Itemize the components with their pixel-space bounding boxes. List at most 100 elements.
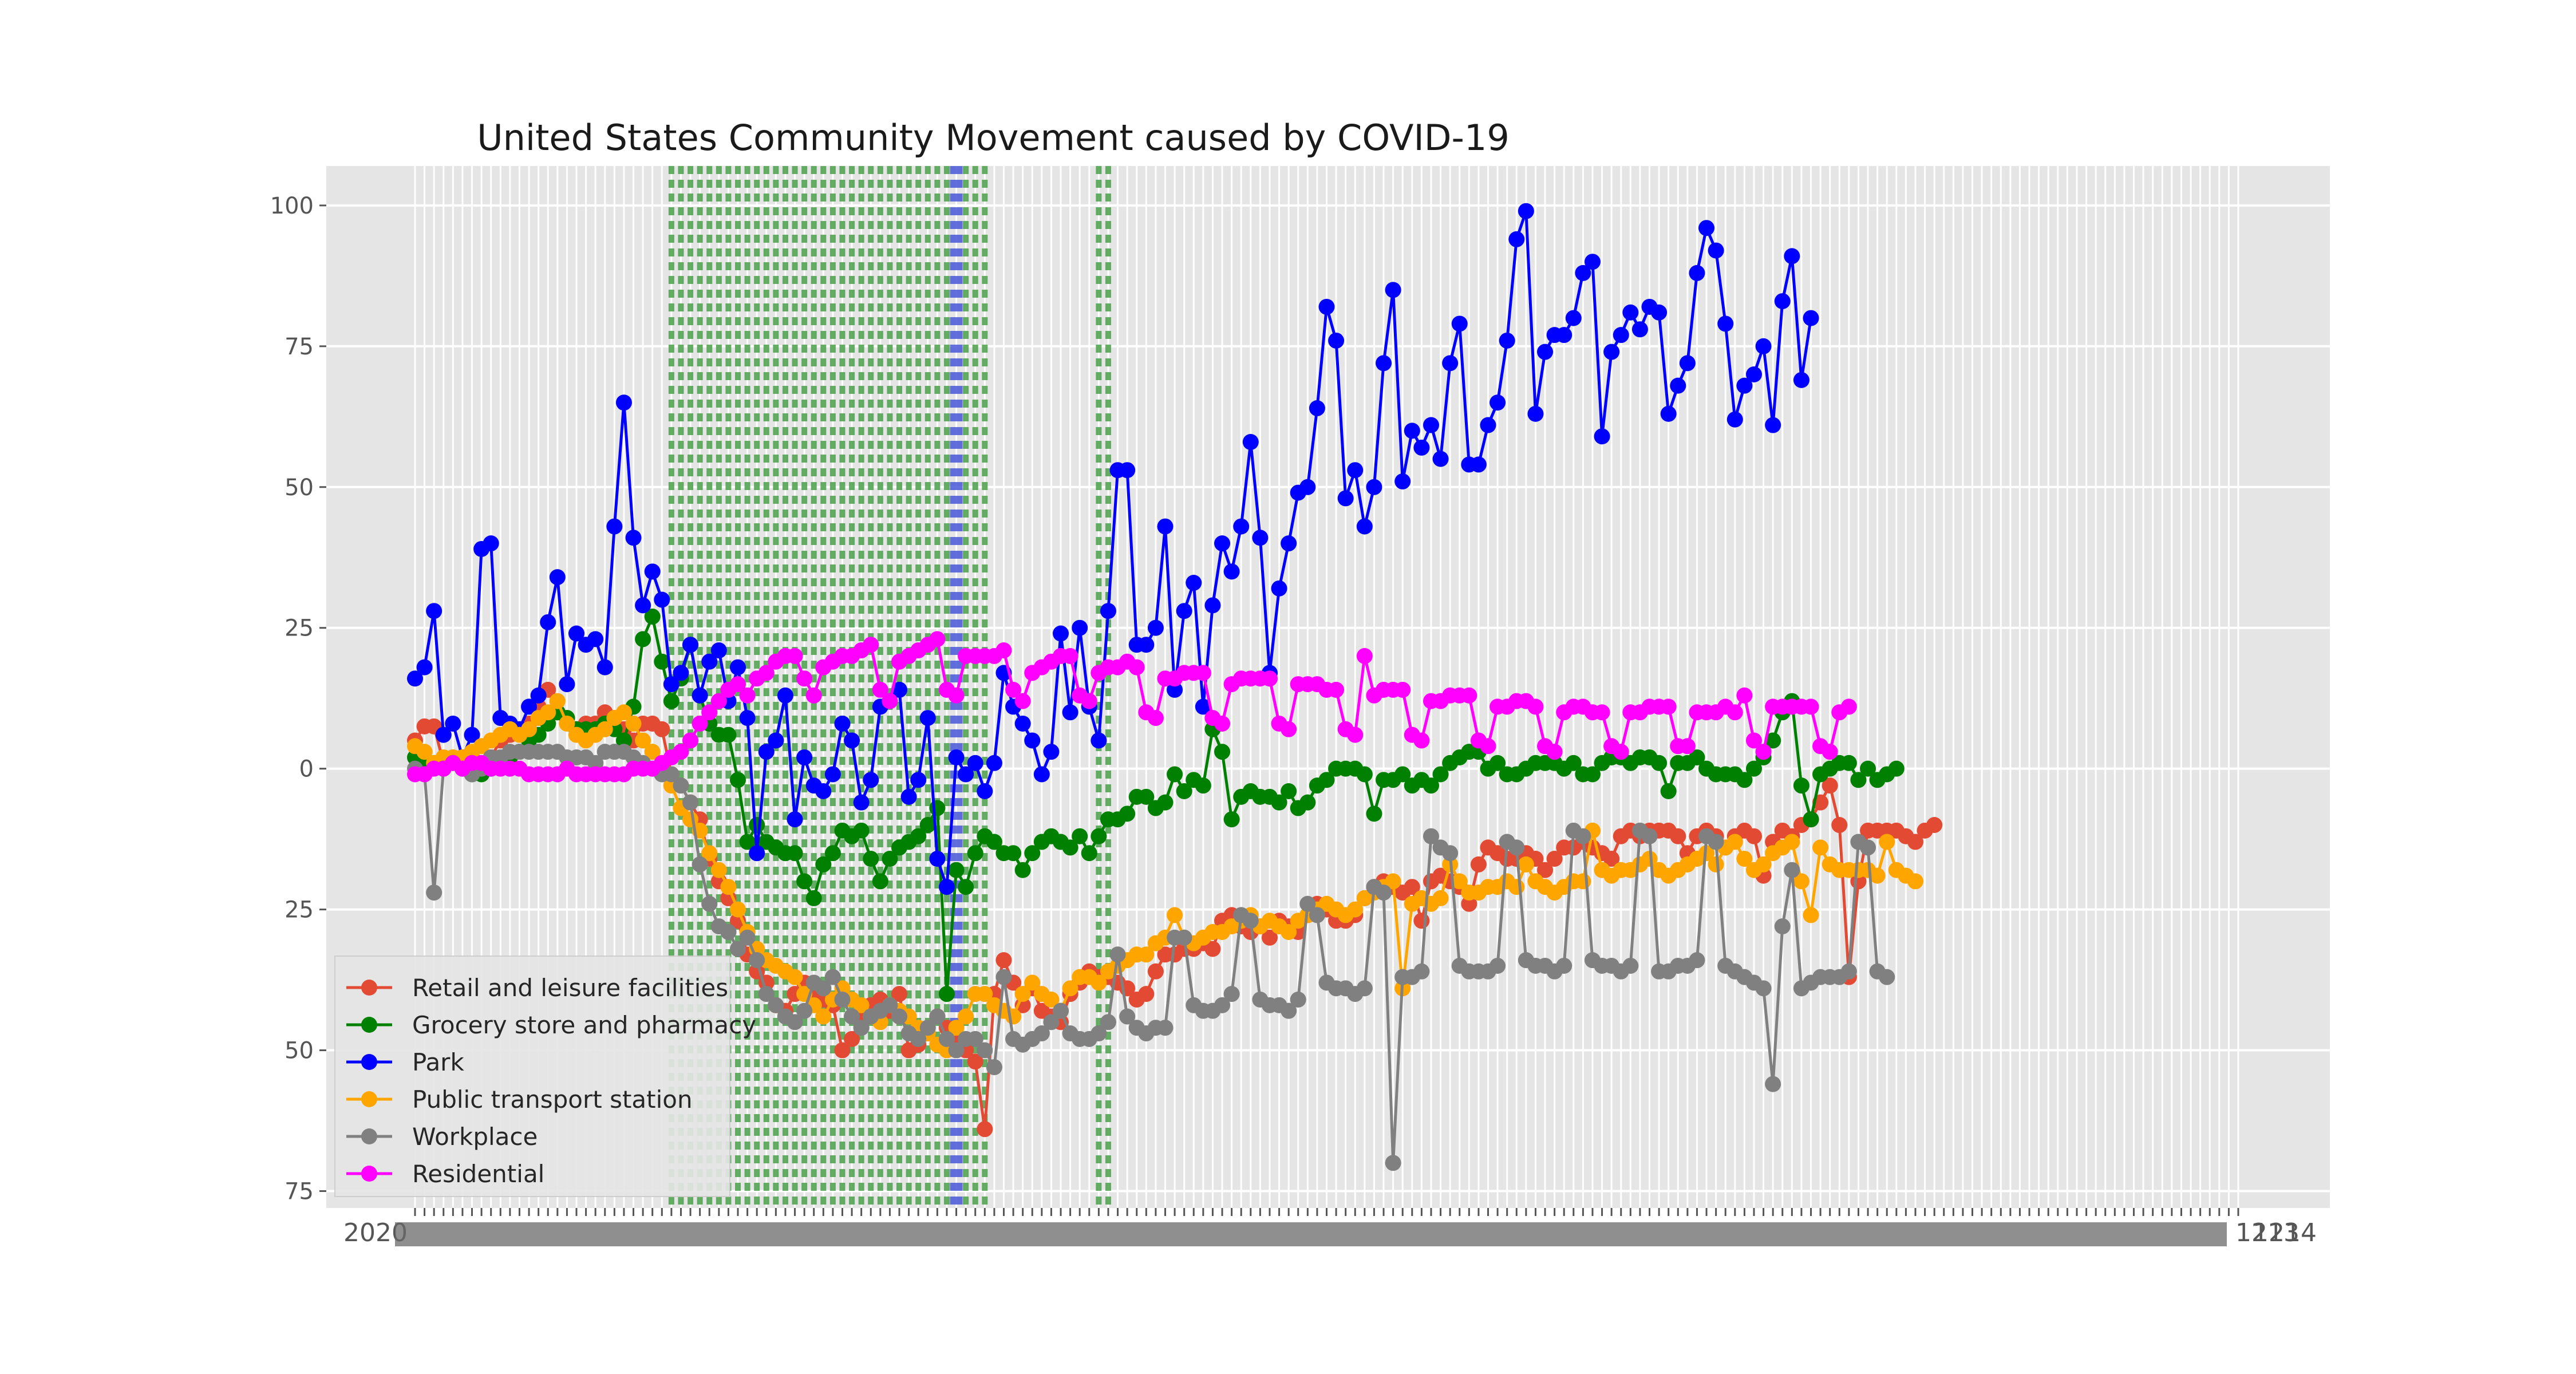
data-point [1376,885,1392,901]
data-point [673,744,689,760]
data-point [1726,834,1743,850]
data-point [1043,1014,1060,1030]
data-point [910,828,927,844]
data-point [986,755,1002,771]
data-point [1223,811,1240,828]
data-point [1784,862,1800,878]
data-point [1451,873,1468,890]
data-point [1394,766,1411,783]
data-point [1033,1025,1050,1042]
data-point [1888,760,1905,777]
y-tick-label: 75 [285,1178,314,1205]
data-point [568,625,585,642]
data-point [1195,665,1211,681]
data-point [1641,828,1658,844]
legend-marker [361,1128,377,1144]
data-point [1176,783,1192,799]
data-point [1755,338,1772,354]
data-point [948,1020,965,1036]
data-point [1840,963,1857,980]
data-point [1204,597,1221,614]
data-point [1774,293,1791,310]
x-tick-label-end: 1214 [2253,1218,2317,1247]
data-point [540,614,556,630]
data-point [1356,647,1373,664]
data-point [1119,1008,1136,1025]
data-point [891,1008,908,1025]
data-point [1385,873,1401,890]
legend: Retail and leisure facilities Grocery sto… [334,956,756,1197]
data-point [1651,755,1668,771]
data-point [749,952,765,969]
data-point [1584,254,1601,270]
data-point [615,704,632,721]
data-point [692,856,708,872]
data-point [644,744,661,760]
data-point [1822,777,1838,794]
data-point [1233,518,1250,535]
data-point [1242,434,1259,451]
data-point [1869,867,1886,884]
data-point [1660,698,1677,715]
data-point [540,704,556,721]
data-point [1565,310,1582,326]
data-point [1793,873,1809,890]
data-point [1736,377,1753,394]
data-point [1745,760,1762,777]
data-point [549,693,566,709]
data-point [1774,918,1791,935]
data-point [1413,913,1430,929]
data-point [796,670,813,687]
data-point [796,1002,813,1019]
data-point [1594,704,1610,721]
data-point [919,817,936,834]
y-tick-label: 50 [285,475,314,501]
data-point [1053,1002,1069,1019]
data-point [882,997,898,1013]
data-point [768,732,784,749]
data-point [853,794,870,811]
data-point [1594,428,1610,445]
data-point [1679,355,1696,372]
legend-label: Workplace [412,1123,538,1151]
data-point [900,788,917,805]
data-point [749,845,765,862]
data-point [692,715,708,732]
data-point [958,766,974,783]
data-point [739,687,756,704]
data-point [701,653,718,670]
data-point [1281,535,1297,552]
data-point [844,1008,860,1025]
data-point [710,642,727,659]
data-point [673,777,689,794]
data-point [416,744,433,760]
data-point [1461,895,1477,912]
data-point [1708,242,1724,259]
data-point [1413,732,1430,749]
data-point [1147,619,1164,636]
data-point [663,766,679,783]
data-point [1631,321,1648,338]
data-point [596,721,613,737]
data-point [1755,744,1772,760]
data-point [1537,344,1554,360]
data-point [587,631,604,647]
data-point [1470,856,1487,872]
data-point [863,637,879,653]
data-point [1223,986,1240,1002]
data-point [758,665,775,681]
data-point [1014,715,1031,732]
data-point [1556,957,1573,974]
data-point [1376,355,1392,372]
data-point [1622,304,1639,321]
data-point [1404,879,1420,895]
data-point [1072,828,1088,844]
data-point [967,1030,983,1047]
data-point [1138,946,1155,963]
data-point [1660,783,1677,799]
data-point [682,637,699,653]
data-point [1423,417,1439,433]
data-point [834,1042,851,1059]
data-point [1062,704,1078,721]
data-point [1840,755,1857,771]
